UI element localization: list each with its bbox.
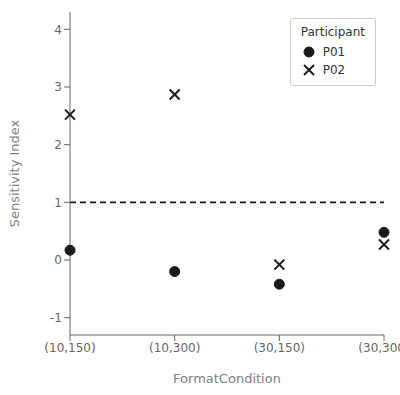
svg-text:Sensitivity Index: Sensitivity Index <box>8 119 22 227</box>
svg-text:(30,150): (30,150) <box>254 341 305 355</box>
svg-text:4: 4 <box>54 23 62 37</box>
html-text:P02: P02 <box>322 63 346 77</box>
svg-text:2: 2 <box>54 138 62 152</box>
svg-text:1: 1 <box>54 196 62 210</box>
html-text:Participant: Participant <box>300 25 365 39</box>
svg-text:-1: -1 <box>50 311 62 325</box>
html-text:P01: P01 <box>322 45 346 59</box>
svg-text:3: 3 <box>54 80 62 94</box>
svg-text:(10,300): (10,300) <box>149 341 200 355</box>
svg-text:(30,300): (30,300) <box>358 341 392 355</box>
svg-text:0: 0 <box>54 253 62 267</box>
svg-text:FormatCondition: FormatCondition <box>173 371 281 386</box>
svg-text:(10,150): (10,150) <box>44 341 95 355</box>
